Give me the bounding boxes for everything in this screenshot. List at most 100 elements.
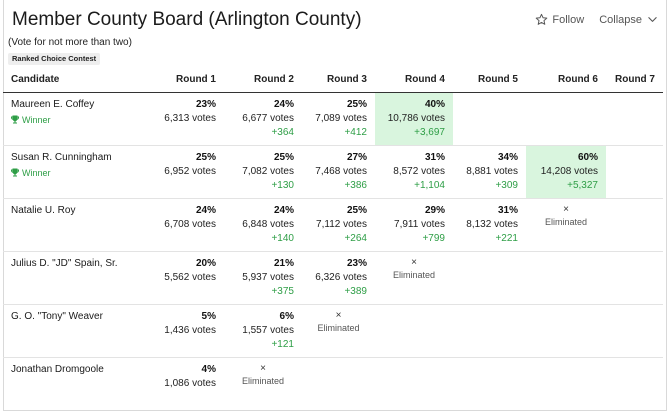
round-2-header: Round 2	[224, 68, 302, 93]
header-actions: Follow Collapse	[535, 13, 658, 26]
round-1-header: Round 1	[151, 68, 224, 93]
empty-cell	[526, 357, 606, 410]
round-votes: 10,786 votes	[387, 112, 445, 124]
round-5-header: Round 5	[453, 68, 526, 93]
round-vote-change: +140	[271, 232, 294, 244]
candidate-name: Maureen E. Coffey	[11, 98, 95, 110]
round-percent: 60%	[577, 151, 598, 163]
round-votes: 8,881 votes	[466, 165, 518, 177]
trophy-icon	[11, 115, 19, 124]
table-row: Julius D. "JD" Spain, Sr. 20% 5,562 votes…	[3, 251, 663, 305]
table-row: Jonathan Dromgoole 4% 1,086 votes × Elimin…	[3, 357, 663, 410]
round-vote-change: +1,104	[414, 179, 445, 191]
round-vote-change: +130	[271, 179, 294, 191]
candidate-cell: Natalie U. Roy	[3, 198, 151, 252]
round-percent: 5%	[201, 310, 216, 322]
round-percent: 31%	[497, 204, 518, 216]
close-icon: ×	[335, 309, 342, 321]
round-percent: 23%	[195, 98, 216, 110]
follow-button[interactable]: Follow	[535, 13, 584, 26]
round-percent: 27%	[346, 151, 367, 163]
round-votes: 6,326 votes	[315, 271, 367, 283]
empty-cell	[606, 304, 663, 358]
eliminated-cell: × Eliminated	[375, 251, 453, 305]
round-cell: 34% 8,881 votes +309	[453, 145, 526, 199]
table-row: Susan R. Cunningham Winner 25% 6,952 vote…	[3, 145, 663, 199]
empty-cell	[606, 198, 663, 252]
table-row: G. O. "Tony" Weaver 5% 1,436 votes 6% 1,55…	[3, 304, 663, 358]
round-6-header: Round 6	[526, 68, 606, 93]
empty-cell	[526, 92, 606, 146]
round-votes: 6,848 votes	[242, 218, 294, 230]
round-cell: 24% 6,848 votes +140	[224, 198, 302, 252]
round-votes: 7,468 votes	[315, 165, 367, 177]
round-votes: 5,937 votes	[242, 271, 294, 283]
empty-cell	[606, 92, 663, 146]
round-cell: 25% 7,082 votes +130	[224, 145, 302, 199]
round-percent: 25%	[195, 151, 216, 163]
round-votes: 1,557 votes	[242, 324, 294, 336]
round-percent: 23%	[346, 257, 367, 269]
round-vote-change: +375	[271, 285, 294, 297]
round-4-header: Round 4	[375, 68, 453, 93]
round-percent: 31%	[424, 151, 445, 163]
round-cell: 31% 8,572 votes +1,104	[375, 145, 453, 199]
winning-round-cell: 40% 10,786 votes +3,697	[375, 92, 453, 146]
round-votes: 6,313 votes	[164, 112, 216, 124]
round-votes: 6,952 votes	[164, 165, 216, 177]
eliminated-cell: × Eliminated	[302, 304, 375, 358]
star-icon	[535, 13, 552, 26]
round-percent: 29%	[424, 204, 445, 216]
candidate-name: Jonathan Dromgoole	[11, 363, 104, 375]
candidate-name: Susan R. Cunningham	[11, 151, 112, 163]
round-cell: 29% 7,911 votes +799	[375, 198, 453, 252]
table-row: Maureen E. Coffey Winner 23% 6,313 votes …	[3, 92, 663, 146]
contest-header: Member County Board (Arlington County) F…	[12, 9, 658, 35]
round-percent: 24%	[195, 204, 216, 216]
empty-cell	[606, 357, 663, 410]
round-cell: 20% 5,562 votes	[151, 251, 224, 305]
round-vote-change: +389	[344, 285, 367, 297]
collapse-button[interactable]: Collapse	[599, 14, 658, 26]
round-vote-change: +3,697	[414, 126, 445, 138]
round-votes: 1,086 votes	[164, 377, 216, 389]
ranked-choice-badge: Ranked Choice Contest	[8, 53, 101, 65]
empty-cell	[526, 251, 606, 305]
round-vote-change: +386	[344, 179, 367, 191]
round-votes: 14,208 votes	[540, 165, 598, 177]
candidate-column-header: Candidate	[3, 68, 151, 93]
round-vote-change: +5,327	[567, 179, 598, 191]
eliminated-label: Eliminated	[317, 322, 360, 333]
round-percent: 25%	[346, 204, 367, 216]
collapse-label: Collapse	[599, 13, 642, 26]
round-vote-change: +364	[271, 126, 294, 138]
round-percent: 20%	[195, 257, 216, 269]
candidate-cell: Maureen E. Coffey Winner	[3, 92, 151, 146]
round-votes: 7,911 votes	[394, 218, 445, 230]
round-percent: 24%	[273, 98, 294, 110]
vote-instruction: (Vote for not more than two)	[8, 37, 132, 48]
candidate-name: Natalie U. Roy	[11, 204, 76, 216]
round-votes: 8,132 votes	[466, 218, 518, 230]
results-table: Candidate Round 1 Round 2 Round 3 Round …	[3, 68, 663, 410]
empty-cell	[526, 304, 606, 358]
round-cell: 27% 7,468 votes +386	[302, 145, 375, 199]
round-vote-change: +309	[495, 179, 518, 191]
round-percent: 6%	[279, 310, 294, 322]
eliminated-cell: × Eliminated	[526, 198, 606, 252]
trophy-icon	[11, 168, 19, 177]
empty-cell	[606, 145, 663, 199]
round-percent: 4%	[201, 363, 216, 375]
round-cell: 23% 6,326 votes +389	[302, 251, 375, 305]
empty-cell	[375, 357, 453, 410]
round-cell: 23% 6,313 votes	[151, 92, 224, 146]
close-icon: ×	[411, 256, 417, 268]
round-cell: 31% 8,132 votes +221	[453, 198, 526, 252]
winner-label: Winner	[22, 114, 51, 125]
empty-cell	[453, 304, 526, 358]
round-cell: 24% 6,677 votes +364	[224, 92, 302, 146]
round-percent: 34%	[497, 151, 518, 163]
round-cell: 25% 7,112 votes +264	[302, 198, 375, 252]
round-cell: 21% 5,937 votes +375	[224, 251, 302, 305]
round-percent: 25%	[273, 151, 294, 163]
